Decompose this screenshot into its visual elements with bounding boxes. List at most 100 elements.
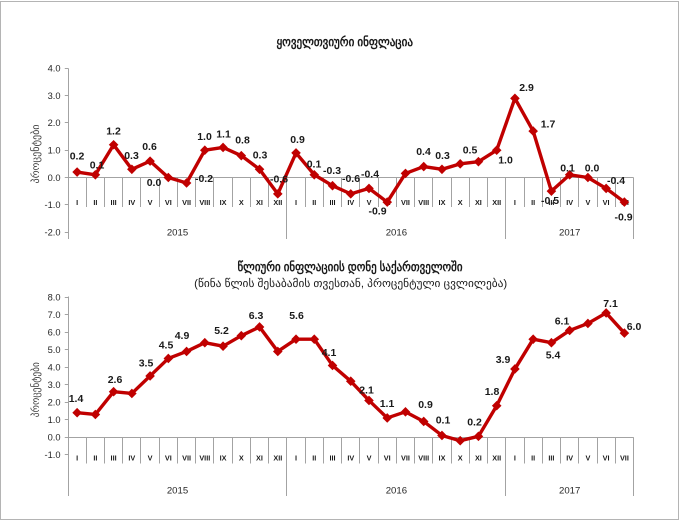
svg-text:3.0: 3.0 xyxy=(48,91,61,101)
svg-text:IX: IX xyxy=(439,198,446,207)
svg-text:II: II xyxy=(93,198,97,207)
svg-text:V: V xyxy=(148,198,153,207)
svg-text:6.3: 6.3 xyxy=(249,310,264,322)
svg-text:-0.6: -0.6 xyxy=(270,174,288,186)
svg-text:0.3: 0.3 xyxy=(435,150,450,162)
svg-text:V: V xyxy=(148,453,153,462)
svg-text:X: X xyxy=(458,453,463,462)
svg-text:5.6: 5.6 xyxy=(289,310,304,322)
svg-text:-2.0: -2.0 xyxy=(44,227,60,237)
svg-text:IV: IV xyxy=(347,198,354,207)
svg-text:1.8: 1.8 xyxy=(485,386,500,398)
svg-text:XI: XI xyxy=(256,453,263,462)
svg-text:IV: IV xyxy=(347,453,354,462)
svg-text:IV: IV xyxy=(128,198,135,207)
svg-text:3.9: 3.9 xyxy=(496,354,511,366)
svg-text:II: II xyxy=(93,453,97,462)
svg-text:-0.4: -0.4 xyxy=(607,175,625,187)
svg-text:VI: VI xyxy=(384,453,391,462)
svg-text:3.5: 3.5 xyxy=(139,358,154,370)
svg-text:-0.6: -0.6 xyxy=(342,173,360,185)
svg-text:VI: VI xyxy=(165,453,172,462)
svg-text:IX: IX xyxy=(220,453,227,462)
svg-text:პროცენტები: პროცენტები xyxy=(29,124,42,184)
svg-text:5.4: 5.4 xyxy=(546,350,561,362)
svg-text:6.0: 6.0 xyxy=(48,328,61,338)
svg-text:1.0: 1.0 xyxy=(48,415,61,425)
svg-text:1.0: 1.0 xyxy=(48,146,61,156)
svg-text:VIII: VIII xyxy=(418,453,429,462)
svg-text:0.1: 0.1 xyxy=(560,163,575,175)
svg-text:III: III xyxy=(548,453,554,462)
svg-text:VII: VII xyxy=(620,453,629,462)
svg-text:I: I xyxy=(295,453,297,462)
svg-text:-0.5: -0.5 xyxy=(541,195,559,207)
svg-text:XII: XII xyxy=(492,453,501,462)
svg-text:-1.0: -1.0 xyxy=(44,200,60,210)
svg-text:XII: XII xyxy=(273,453,282,462)
svg-text:X: X xyxy=(239,453,244,462)
svg-text:-1.0: -1.0 xyxy=(44,450,60,460)
svg-text:0.5: 0.5 xyxy=(463,145,478,157)
svg-text:V: V xyxy=(585,453,590,462)
svg-text:4.9: 4.9 xyxy=(175,330,190,342)
svg-text:VII: VII xyxy=(182,198,191,207)
svg-text:წლიური ინფლაციის დონე საქართვე: წლიური ინფლაციის დონე საქართველოში xyxy=(238,259,463,275)
svg-text:4.5: 4.5 xyxy=(159,340,174,352)
svg-text:2.9: 2.9 xyxy=(519,82,534,94)
svg-text:IX: IX xyxy=(439,453,446,462)
svg-text:VIII: VIII xyxy=(199,453,210,462)
svg-text:III: III xyxy=(329,453,335,462)
svg-text:II: II xyxy=(312,198,316,207)
svg-text:VII: VII xyxy=(182,453,191,462)
svg-text:V: V xyxy=(585,198,590,207)
svg-text:0.1: 0.1 xyxy=(90,160,105,172)
svg-text:XII: XII xyxy=(273,198,282,207)
svg-text:VIII: VIII xyxy=(199,198,210,207)
svg-text:V: V xyxy=(367,198,372,207)
svg-text:0.0: 0.0 xyxy=(48,433,61,443)
svg-text:2016: 2016 xyxy=(386,227,407,238)
svg-text:-0.2: -0.2 xyxy=(195,173,213,185)
svg-text:1.2: 1.2 xyxy=(106,126,121,138)
svg-text:0.1: 0.1 xyxy=(307,159,322,171)
svg-text:II: II xyxy=(531,453,535,462)
svg-text:VII: VII xyxy=(401,198,410,207)
svg-text:II: II xyxy=(531,198,535,207)
svg-text:0.3: 0.3 xyxy=(124,150,139,162)
svg-text:IV: IV xyxy=(566,453,573,462)
svg-text:X: X xyxy=(458,198,463,207)
svg-text:-0.9: -0.9 xyxy=(368,206,386,218)
svg-text:0.9: 0.9 xyxy=(418,399,433,411)
svg-text:V: V xyxy=(367,453,372,462)
svg-text:8.0: 8.0 xyxy=(48,293,61,303)
svg-text:პროცენტები: პროცენტები xyxy=(29,362,42,417)
svg-text:II: II xyxy=(312,453,316,462)
svg-text:XI: XI xyxy=(475,453,482,462)
svg-text:2.0: 2.0 xyxy=(48,118,61,128)
svg-text:2015: 2015 xyxy=(167,485,188,496)
svg-text:2017: 2017 xyxy=(559,227,580,238)
svg-text:0.3: 0.3 xyxy=(253,150,268,162)
svg-text:7.1: 7.1 xyxy=(603,298,618,310)
svg-text:III: III xyxy=(548,198,554,207)
svg-text:VI: VI xyxy=(165,198,172,207)
svg-text:1.0: 1.0 xyxy=(498,155,513,167)
svg-text:2.0: 2.0 xyxy=(48,398,61,408)
svg-text:0.4: 0.4 xyxy=(416,146,431,158)
svg-text:(წინა წლის შესაბამის თვესთან,: (წინა წლის შესაბამის თვესთან, პროცენტული… xyxy=(194,277,507,290)
svg-text:IV: IV xyxy=(566,198,573,207)
svg-text:VI: VI xyxy=(603,198,610,207)
svg-text:X: X xyxy=(239,198,244,207)
svg-text:4.1: 4.1 xyxy=(322,347,337,359)
svg-text:I: I xyxy=(514,453,516,462)
svg-text:0.1: 0.1 xyxy=(436,415,451,427)
svg-text:-0.9: -0.9 xyxy=(614,212,632,224)
svg-text:2.1: 2.1 xyxy=(359,385,374,397)
svg-text:6.1: 6.1 xyxy=(555,316,570,328)
svg-text:3.0: 3.0 xyxy=(48,380,61,390)
svg-text:-0.3: -0.3 xyxy=(323,165,341,177)
svg-text:I: I xyxy=(76,198,78,207)
svg-text:2017: 2017 xyxy=(559,485,580,496)
svg-text:I: I xyxy=(514,198,516,207)
